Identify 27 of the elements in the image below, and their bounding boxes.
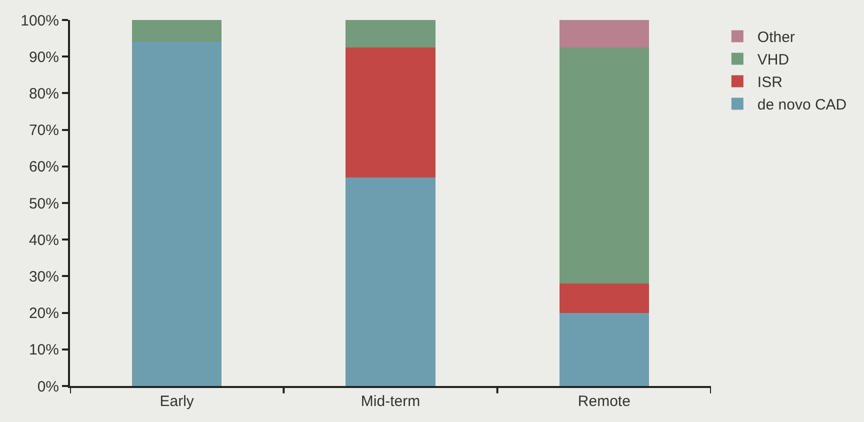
y-tick-label: 10% — [28, 342, 59, 359]
legend-label: Other — [757, 29, 795, 46]
y-tick-label: 100% — [20, 12, 59, 30]
bar — [559, 47, 650, 284]
y-tick-label: 20% — [28, 305, 59, 322]
y-tick-label: 50% — [28, 195, 59, 212]
y-tick-label: 30% — [28, 268, 59, 286]
y-tick-label: 0% — [37, 378, 59, 396]
y-tick-label: 90% — [28, 48, 59, 66]
bar — [559, 20, 650, 48]
bar — [346, 47, 436, 178]
legend-label: ISR — [757, 74, 783, 92]
x-tick-label: Early — [160, 393, 194, 410]
bar — [559, 312, 650, 386]
y-tick-label: 70% — [28, 122, 59, 140]
bar — [132, 20, 222, 42]
x-tick-label: Mid-term — [360, 393, 420, 410]
bar — [132, 42, 222, 386]
legend-label: VHD — [757, 52, 790, 69]
y-tick-label: 40% — [28, 232, 59, 249]
x-tick-label: Remote — [578, 393, 630, 410]
y-tick-label: 60% — [28, 158, 59, 176]
bar — [346, 20, 436, 48]
bar — [559, 284, 650, 313]
y-tick-label: 80% — [28, 85, 59, 102]
bar — [346, 177, 436, 386]
legend-label: de novo CAD — [757, 96, 847, 114]
